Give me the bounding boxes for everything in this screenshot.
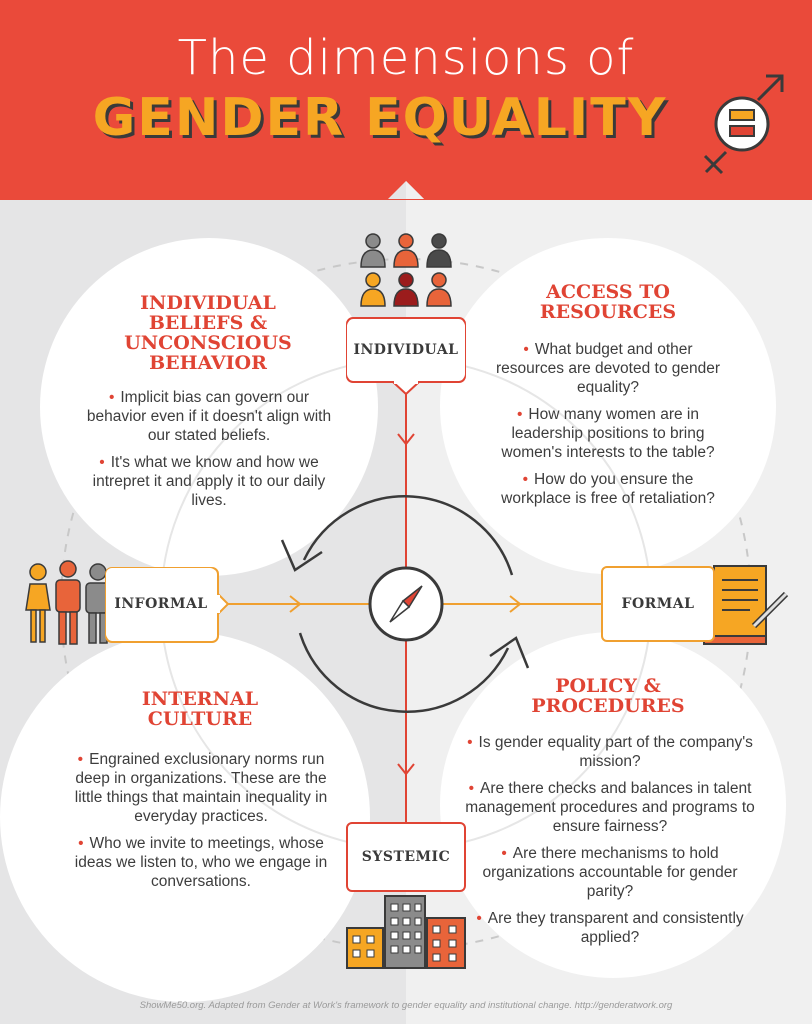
bullet-item: Are there mechanisms to hold organizatio…	[462, 844, 758, 901]
bullet-item: How do you ensure the workplace is free …	[488, 470, 728, 508]
bullet-item: Are they transparent and consistently ap…	[462, 909, 758, 947]
internal-culture-heading: INTERNAL CULTURE	[80, 689, 320, 729]
access-to-resources-heading: ACCESS TO RESOURCES	[480, 282, 736, 322]
access-to-resources-bullets: What budget and other resources are devo…	[488, 340, 728, 516]
gender-symbol-icon	[703, 74, 784, 175]
heading-line: CULTURE	[147, 708, 253, 730]
heading-line: INDIVIDUAL	[140, 292, 276, 314]
bullet-item: Is gender equality part of the company's…	[462, 733, 758, 771]
bullet-item: What budget and other resources are devo…	[488, 340, 728, 397]
people-group-icon	[360, 233, 452, 307]
compass-icon	[368, 566, 444, 642]
informal-label: INFORMAL	[106, 568, 216, 640]
document-scroll-icon	[703, 565, 789, 645]
heading-line: INTERNAL	[141, 688, 259, 710]
bullet-item: Engrained exclusionary norms run deep in…	[66, 750, 336, 826]
heading-line: RESOURCES	[539, 301, 677, 323]
bullet-item: Are there checks and balances in talent …	[462, 779, 758, 836]
header-notch	[388, 181, 424, 199]
header-banner	[0, 0, 812, 200]
heading-line: UNCONSCIOUS	[124, 332, 292, 354]
individual-label: INDIVIDUAL	[347, 320, 465, 380]
individual-beliefs-heading: INDIVIDUAL BELIEFS & UNCONSCIOUS BEHAVIO…	[80, 293, 336, 373]
footer-credit: ShowMe50.org. Adapted from Gender at Wor…	[139, 1000, 673, 1011]
systemic-label: SYSTEMIC	[346, 822, 466, 892]
formal-label: FORMAL	[601, 566, 715, 642]
bullet-item: Who we invite to meetings, whose ideas w…	[66, 834, 336, 891]
heading-line: POLICY &	[555, 675, 661, 697]
heading-line: PROCEDURES	[531, 695, 685, 717]
bullet-item: Implicit bias can govern our behavior ev…	[78, 388, 340, 445]
title-line-2: GENDER EQUALITY	[92, 88, 668, 148]
heading-line: BELIEFS &	[148, 312, 268, 334]
bullet-item: It's what we know and how we intrepret i…	[78, 453, 340, 510]
bullet-item: How many women are in leadership positio…	[488, 405, 728, 462]
heading-line: ACCESS TO	[546, 281, 670, 303]
internal-culture-bullets: Engrained exclusionary norms run deep in…	[66, 750, 336, 899]
buildings-icon	[346, 895, 466, 969]
family-icon	[25, 560, 111, 645]
policy-procedures-heading: POLICY & PROCEDURES	[480, 676, 736, 716]
heading-line: BEHAVIOR	[149, 352, 267, 374]
policy-procedures-bullets: Is gender equality part of the company's…	[462, 733, 758, 955]
individual-beliefs-bullets: Implicit bias can govern our behavior ev…	[78, 388, 340, 518]
title-line-1: The dimensions of	[177, 30, 635, 86]
